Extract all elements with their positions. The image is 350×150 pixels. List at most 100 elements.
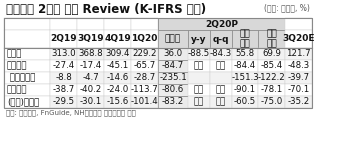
Bar [258, 72, 285, 84]
Bar [285, 30, 312, 48]
Bar [285, 84, 312, 96]
Bar [158, 18, 285, 30]
Text: -151.3: -151.3 [231, 74, 259, 82]
Bar [210, 96, 232, 108]
Bar [188, 48, 210, 60]
Text: -30.1: -30.1 [79, 98, 102, 106]
Bar [77, 84, 104, 96]
Bar [131, 84, 158, 96]
Text: 매출액: 매출액 [7, 50, 22, 58]
Text: 당사
추정: 당사 추정 [240, 30, 250, 48]
Text: 적자: 적자 [194, 85, 204, 94]
Bar [232, 84, 258, 96]
Text: -27.4: -27.4 [52, 61, 75, 70]
Text: -84.7: -84.7 [162, 61, 184, 70]
Bar [232, 30, 258, 48]
Text: -4.7: -4.7 [82, 74, 99, 82]
Text: 309.4: 309.4 [105, 50, 130, 58]
Text: 1Q20: 1Q20 [131, 34, 158, 43]
Text: 세전이익: 세전이익 [7, 85, 28, 94]
Bar [188, 72, 210, 84]
Text: -122.2: -122.2 [258, 74, 285, 82]
Text: 4Q19: 4Q19 [104, 34, 131, 43]
Bar [4, 72, 50, 84]
Text: 3Q20E: 3Q20E [282, 34, 315, 43]
Bar [258, 48, 285, 60]
Text: 121.7: 121.7 [286, 50, 311, 58]
Bar [158, 60, 188, 72]
Bar [50, 60, 77, 72]
Text: 313.0: 313.0 [51, 50, 76, 58]
Bar [104, 96, 131, 108]
Bar [104, 84, 131, 96]
Bar [210, 48, 232, 60]
Text: -84.3: -84.3 [210, 50, 232, 58]
Text: 발표치: 발표치 [165, 34, 181, 43]
Text: -35.2: -35.2 [287, 98, 310, 106]
Bar [285, 60, 312, 72]
Bar [285, 96, 312, 108]
Text: -85.4: -85.4 [260, 61, 283, 70]
Text: (단위: 십억원, %): (단위: 십억원, %) [264, 3, 310, 12]
Text: 제주항공 2분기 실적 Review (K-IFRS 연결): 제주항공 2분기 실적 Review (K-IFRS 연결) [6, 3, 206, 16]
Bar [77, 60, 104, 72]
Bar [131, 48, 158, 60]
Text: (지배)순이익: (지배)순이익 [7, 98, 39, 106]
Bar [50, 84, 77, 96]
Bar [104, 18, 131, 30]
Text: -24.0: -24.0 [106, 85, 129, 94]
Text: -15.6: -15.6 [106, 98, 129, 106]
Bar [131, 96, 158, 108]
Text: -113.7: -113.7 [131, 85, 158, 94]
Bar [4, 18, 312, 108]
Text: 적자: 적자 [216, 85, 226, 94]
Bar [50, 18, 77, 30]
Bar [104, 72, 131, 84]
Bar [258, 84, 285, 96]
Bar [50, 72, 77, 84]
Text: -8.8: -8.8 [55, 74, 72, 82]
Bar [158, 48, 188, 60]
Text: 적자: 적자 [216, 98, 226, 106]
Bar [4, 84, 50, 96]
Text: 영업이익: 영업이익 [7, 61, 28, 70]
Bar [258, 96, 285, 108]
Text: 자료: 제주항공, FnGuide, NH투자증권 리서치본부 전망: 자료: 제주항공, FnGuide, NH투자증권 리서치본부 전망 [6, 109, 136, 116]
Text: 영업이익률: 영업이익률 [7, 74, 35, 82]
Bar [77, 48, 104, 60]
Bar [232, 48, 258, 60]
Text: -78.1: -78.1 [260, 85, 283, 94]
Text: -29.5: -29.5 [52, 98, 75, 106]
Bar [4, 48, 50, 60]
Bar [232, 72, 258, 84]
Text: 36.0: 36.0 [163, 50, 183, 58]
Bar [50, 30, 77, 48]
Text: -14.6: -14.6 [106, 74, 129, 82]
Bar [258, 30, 285, 48]
Bar [188, 60, 210, 72]
Text: 229.2: 229.2 [132, 50, 157, 58]
Text: 적자: 적자 [216, 61, 226, 70]
Text: -84.4: -84.4 [234, 61, 256, 70]
Text: -65.7: -65.7 [133, 61, 156, 70]
Text: 적자: 적자 [194, 98, 204, 106]
Text: 2Q20P: 2Q20P [205, 20, 238, 28]
Bar [77, 18, 104, 30]
Bar [188, 84, 210, 96]
Text: -28.7: -28.7 [133, 74, 156, 82]
Bar [4, 18, 50, 30]
Bar [131, 30, 158, 48]
Bar [77, 96, 104, 108]
Bar [4, 96, 50, 108]
Bar [210, 60, 232, 72]
Bar [210, 30, 232, 48]
Bar [210, 84, 232, 96]
Text: 적자: 적자 [194, 61, 204, 70]
Text: 368.8: 368.8 [78, 50, 103, 58]
Bar [285, 18, 312, 30]
Text: q-q: q-q [213, 34, 229, 43]
Bar [158, 30, 188, 48]
Bar [50, 96, 77, 108]
Bar [104, 60, 131, 72]
Bar [104, 30, 131, 48]
